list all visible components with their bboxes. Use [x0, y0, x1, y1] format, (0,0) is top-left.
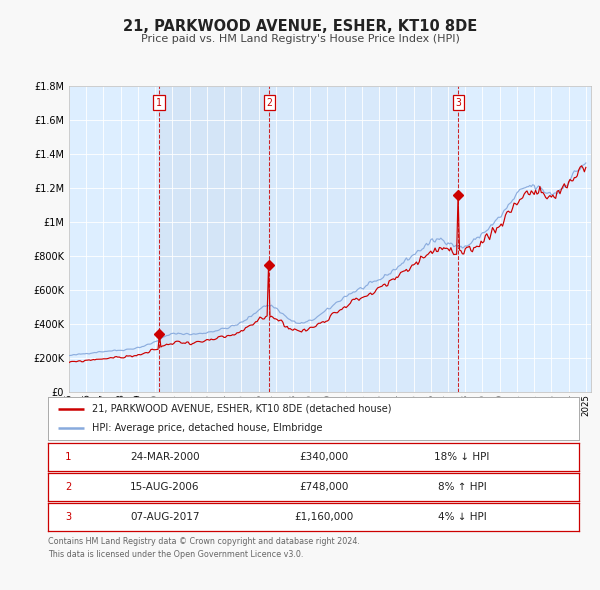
- Text: 18% ↓ HPI: 18% ↓ HPI: [434, 452, 490, 461]
- Text: 2: 2: [65, 482, 71, 491]
- Text: £748,000: £748,000: [299, 482, 349, 491]
- Text: This data is licensed under the Open Government Licence v3.0.: This data is licensed under the Open Gov…: [48, 550, 304, 559]
- Text: HPI: Average price, detached house, Elmbridge: HPI: Average price, detached house, Elmb…: [92, 423, 322, 433]
- Text: 3: 3: [455, 97, 461, 107]
- Text: 07-AUG-2017: 07-AUG-2017: [130, 512, 200, 522]
- Text: 2: 2: [266, 97, 272, 107]
- Bar: [269, 86, 458, 392]
- Bar: [159, 86, 269, 392]
- Text: 21, PARKWOOD AVENUE, ESHER, KT10 8DE (detached house): 21, PARKWOOD AVENUE, ESHER, KT10 8DE (de…: [92, 404, 391, 414]
- Text: 15-AUG-2006: 15-AUG-2006: [130, 482, 200, 491]
- Text: 8% ↑ HPI: 8% ↑ HPI: [438, 482, 487, 491]
- Text: Contains HM Land Registry data © Crown copyright and database right 2024.: Contains HM Land Registry data © Crown c…: [48, 537, 360, 546]
- Text: 21, PARKWOOD AVENUE, ESHER, KT10 8DE: 21, PARKWOOD AVENUE, ESHER, KT10 8DE: [123, 19, 477, 34]
- Text: 4% ↓ HPI: 4% ↓ HPI: [438, 512, 487, 522]
- Text: £340,000: £340,000: [299, 452, 349, 461]
- Text: 3: 3: [65, 512, 71, 522]
- Text: 1: 1: [156, 97, 162, 107]
- Text: 1: 1: [65, 452, 71, 461]
- Text: 24-MAR-2000: 24-MAR-2000: [130, 452, 200, 461]
- Text: Price paid vs. HM Land Registry's House Price Index (HPI): Price paid vs. HM Land Registry's House …: [140, 34, 460, 44]
- Text: £1,160,000: £1,160,000: [295, 512, 354, 522]
